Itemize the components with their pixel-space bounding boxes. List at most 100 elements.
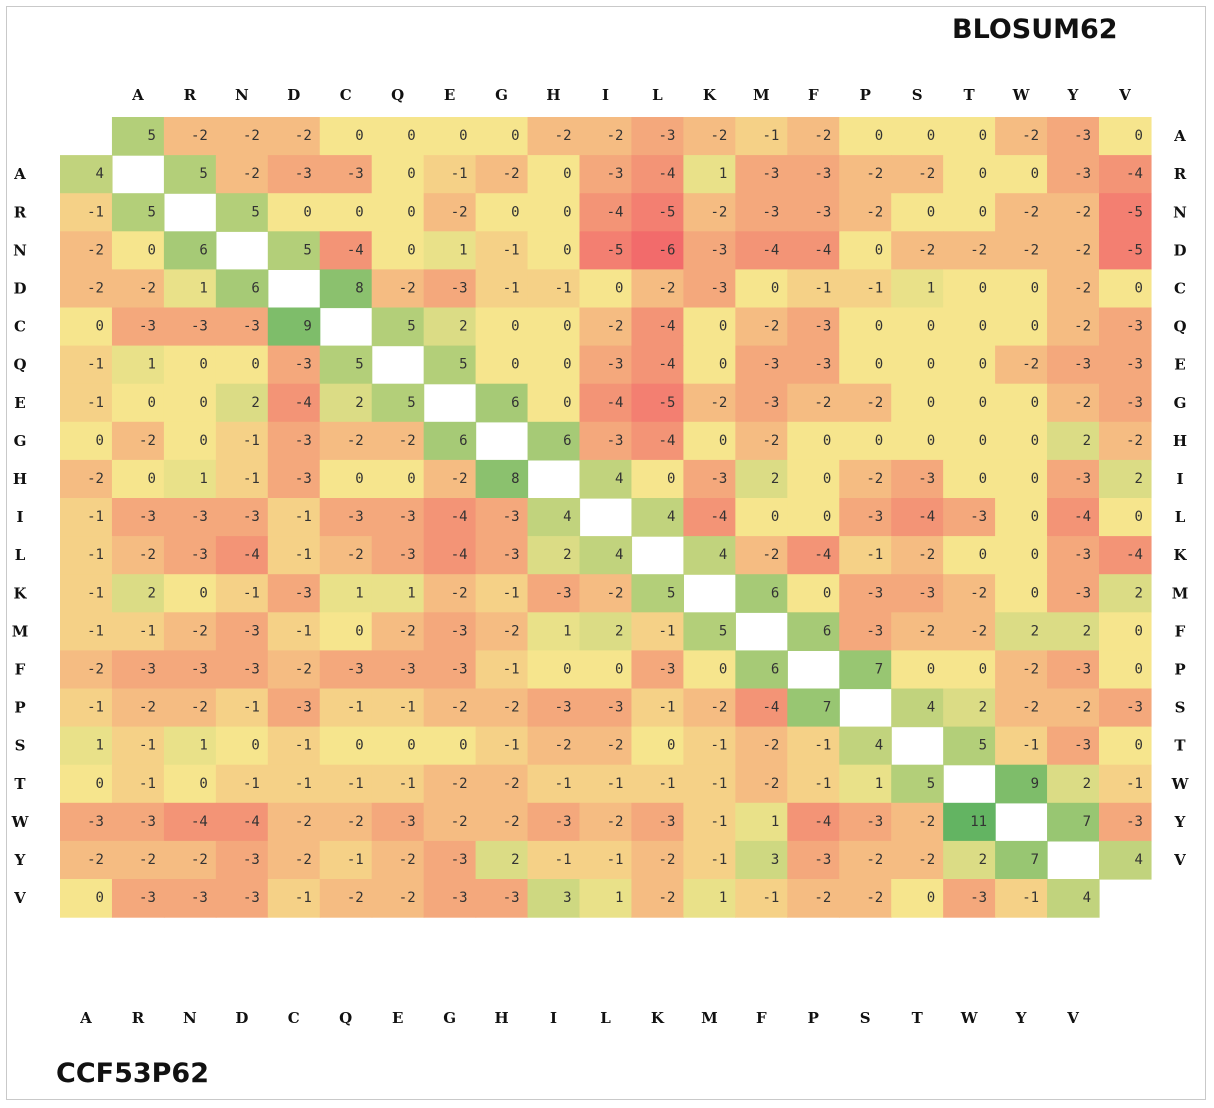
upper-cell bbox=[683, 193, 736, 232]
upper-cell bbox=[1099, 459, 1152, 499]
upper-cell-value: 0 bbox=[719, 319, 727, 335]
lower-cell-value: 0 bbox=[147, 471, 155, 487]
upper-cell-value: 5 bbox=[407, 319, 415, 335]
lower-cell bbox=[735, 879, 788, 918]
lower-cell-value: -2 bbox=[503, 623, 520, 639]
upper-cell-value: -2 bbox=[295, 128, 312, 144]
lower-cell bbox=[683, 879, 736, 918]
lower-cell-value: -4 bbox=[243, 547, 260, 563]
lower-cell-value: -1 bbox=[87, 357, 104, 373]
lower-cell bbox=[735, 802, 788, 842]
upper-cell-value: 7 bbox=[875, 661, 883, 677]
upper-cell-value: 6 bbox=[771, 585, 779, 601]
lower-cell-value: -1 bbox=[659, 623, 676, 639]
upper-cell bbox=[891, 117, 944, 156]
lower-cell-value: -3 bbox=[555, 700, 572, 716]
lower-cell bbox=[60, 840, 113, 880]
lower-cell-value: 1 bbox=[771, 814, 779, 830]
upper-cell-value: 0 bbox=[1135, 128, 1143, 144]
lower-cell-value: 0 bbox=[459, 738, 467, 754]
lower-cell bbox=[163, 231, 217, 270]
upper-cell-value: -3 bbox=[866, 585, 883, 601]
lower-cell-value: -3 bbox=[243, 890, 260, 906]
lower-cell bbox=[943, 840, 996, 880]
lower-cell bbox=[371, 764, 425, 804]
upper-cell bbox=[891, 383, 944, 423]
upper-cell-value: -4 bbox=[659, 433, 676, 449]
upper-cell bbox=[943, 193, 996, 232]
lower-cell bbox=[163, 421, 217, 461]
bottom-axis-label: Q bbox=[339, 1009, 352, 1027]
lower-cell-value: -3 bbox=[139, 319, 156, 335]
lower-cell-value: 4 bbox=[615, 547, 623, 563]
upper-cell bbox=[735, 307, 788, 347]
lower-cell-value: 1 bbox=[719, 890, 727, 906]
lower-cell bbox=[319, 459, 373, 499]
lower-cell-value: -2 bbox=[139, 700, 156, 716]
lower-cell-value: -1 bbox=[555, 852, 572, 868]
lower-cell-value: 0 bbox=[563, 661, 571, 677]
lower-cell bbox=[60, 536, 113, 575]
lower-cell bbox=[423, 612, 477, 651]
upper-cell bbox=[527, 383, 581, 423]
top-axis-label: I bbox=[602, 86, 609, 104]
lower-cell-value: -2 bbox=[918, 814, 935, 830]
upper-cell bbox=[423, 307, 477, 347]
lower-cell-value: 0 bbox=[96, 433, 104, 449]
lower-cell-value: -2 bbox=[87, 280, 104, 296]
upper-cell bbox=[1099, 498, 1152, 537]
upper-cell bbox=[995, 383, 1048, 423]
left-axis-label: G bbox=[14, 432, 27, 450]
lower-cell-value: -2 bbox=[451, 814, 468, 830]
upper-cell-value: -2 bbox=[555, 128, 572, 144]
upper-cell bbox=[423, 345, 477, 385]
upper-cell bbox=[475, 193, 529, 232]
lower-cell bbox=[527, 612, 581, 651]
upper-cell-value: 0 bbox=[1031, 166, 1039, 182]
lower-cell bbox=[579, 650, 633, 690]
lower-cell-value: -1 bbox=[607, 852, 624, 868]
upper-cell bbox=[683, 307, 736, 347]
lower-cell bbox=[423, 498, 477, 537]
lower-cell bbox=[371, 726, 425, 766]
lower-cell bbox=[787, 802, 840, 842]
upper-cell-value: -2 bbox=[970, 242, 987, 258]
upper-cell bbox=[579, 193, 633, 232]
lower-cell bbox=[267, 879, 321, 918]
lower-cell-value: -1 bbox=[87, 623, 104, 639]
upper-cell-value: -3 bbox=[814, 166, 831, 182]
lower-cell-value: -1 bbox=[710, 776, 727, 792]
upper-cell-value: 0 bbox=[1135, 509, 1143, 525]
lower-cell-value: 2 bbox=[355, 395, 363, 411]
lower-cell-value: -1 bbox=[295, 547, 312, 563]
lower-cell-value: -2 bbox=[762, 738, 779, 754]
upper-cell-value: -3 bbox=[1074, 738, 1091, 754]
upper-cell-value: 0 bbox=[927, 204, 935, 220]
upper-cell bbox=[475, 269, 529, 309]
upper-cell bbox=[527, 117, 581, 156]
right-axis-label: D bbox=[1173, 241, 1186, 259]
upper-cell bbox=[371, 269, 425, 309]
lower-cell-value: -1 bbox=[347, 700, 364, 716]
upper-cell bbox=[1047, 574, 1100, 613]
upper-cell-value: -2 bbox=[1074, 700, 1091, 716]
upper-cell bbox=[943, 307, 996, 347]
lower-cell-value: -3 bbox=[503, 890, 520, 906]
upper-cell-value: 0 bbox=[407, 128, 415, 144]
lower-cell bbox=[319, 498, 373, 537]
lower-cell-value: 0 bbox=[147, 395, 155, 411]
upper-cell bbox=[943, 574, 996, 613]
upper-cell-value: 0 bbox=[875, 242, 883, 258]
upper-cell-value: 0 bbox=[1135, 738, 1143, 754]
upper-cell-value: 2 bbox=[1083, 776, 1091, 792]
upper-cell bbox=[735, 536, 788, 575]
upper-cell bbox=[1099, 726, 1152, 766]
upper-cell bbox=[943, 231, 996, 270]
lower-cell-value: -2 bbox=[814, 890, 831, 906]
upper-cell-value: 2 bbox=[459, 319, 467, 335]
upper-cell bbox=[475, 155, 529, 194]
upper-cell-value: -4 bbox=[659, 319, 676, 335]
upper-cell bbox=[787, 117, 840, 156]
lower-cell bbox=[163, 726, 217, 766]
upper-cell bbox=[995, 421, 1048, 461]
